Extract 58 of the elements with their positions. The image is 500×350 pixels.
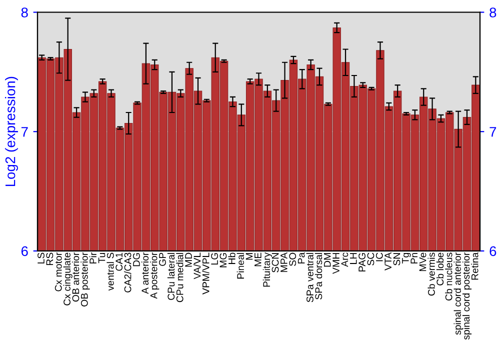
x-tick-label: Pituitary bbox=[262, 252, 272, 287]
x-tick-label: VMH bbox=[332, 253, 340, 274]
x-tick-label: spinal cord anterior bbox=[454, 252, 463, 335]
x-tick-label: CA2/CA3 bbox=[124, 252, 132, 292]
x-tick-label: Cb lobe bbox=[436, 252, 444, 286]
x-tick-label: Retina bbox=[471, 252, 478, 280]
x-tick-label: Tg bbox=[402, 252, 411, 264]
x-tick-label: Cb vermis bbox=[428, 252, 435, 296]
x-tick-label: MPA bbox=[280, 252, 288, 272]
x-tick-label: spinal cord posterior bbox=[462, 252, 472, 340]
x-tick-label: LG bbox=[211, 253, 218, 265]
x-tick-label: VPM/VPL bbox=[202, 252, 210, 294]
x-tick-label: VTA bbox=[384, 252, 392, 270]
x-tick-label: SN bbox=[393, 253, 400, 266]
x-tick-label: MG bbox=[220, 253, 227, 268]
x-tick-label: MVe bbox=[419, 252, 426, 271]
x-tick-label: LH bbox=[350, 253, 357, 264]
y2-tick-label: 6 bbox=[490, 246, 496, 256]
y-tick-label: 7 bbox=[21, 127, 28, 137]
x-tick-label: CA1 bbox=[116, 252, 123, 271]
x-tick-label: DM bbox=[324, 253, 331, 267]
x-tick-label: Pineal bbox=[236, 252, 244, 279]
y-tick-label: 8 bbox=[21, 8, 28, 18]
x-tick-label: SO bbox=[289, 252, 296, 266]
x-tick-label: A anterior bbox=[141, 252, 149, 294]
y2-tick-label: 8 bbox=[490, 8, 496, 18]
x-tick-label: MD bbox=[185, 252, 192, 267]
x-tick-label: Arc bbox=[341, 252, 348, 267]
x-tick-label: ME bbox=[254, 252, 262, 266]
x-tick-label: GP bbox=[159, 252, 166, 266]
x-tick-label: Tu bbox=[98, 252, 106, 264]
x-tick-label: RS bbox=[46, 252, 54, 266]
x-tick-label: SPa ventral bbox=[306, 252, 314, 302]
y2-tick-label: 7 bbox=[490, 127, 496, 137]
x-tick-label: OB posterior bbox=[80, 252, 90, 306]
x-tick-label: M bbox=[246, 253, 253, 260]
x-tick-label: Pn bbox=[410, 252, 418, 264]
x-tick-label: DG bbox=[133, 253, 140, 266]
x-tick-label: Cb nucleus bbox=[445, 252, 452, 300]
x-tick-label: LS bbox=[38, 252, 44, 264]
x-tick-label: SPa dorsal bbox=[314, 252, 322, 300]
x-tick-label: A posterior bbox=[150, 252, 160, 299]
x-tick-label: Cx motor bbox=[54, 252, 62, 292]
x-tick-label: Pa bbox=[298, 252, 305, 264]
x-tick-label: PAG bbox=[358, 253, 366, 272]
y-tick-label: 6 bbox=[21, 246, 28, 256]
y-axis-title: Log2 (expression) bbox=[5, 76, 18, 186]
x-tick-label: SC bbox=[367, 252, 374, 266]
x-tick-label: ventral S bbox=[106, 252, 114, 291]
x-tick-label: Hb bbox=[228, 252, 236, 264]
x-tick-label: OB anterior bbox=[72, 252, 80, 302]
x-tick-label: Pir bbox=[89, 252, 96, 264]
x-tick-label: CPu lateral bbox=[167, 252, 175, 300]
x-tick-label: CPu medial bbox=[176, 252, 184, 302]
x-tick-label: SCN bbox=[272, 253, 279, 272]
x-tick-label: Cx cingulate bbox=[63, 252, 72, 306]
x-tick-label: IC bbox=[376, 252, 383, 262]
x-tick-label: VA/VL bbox=[193, 252, 201, 280]
